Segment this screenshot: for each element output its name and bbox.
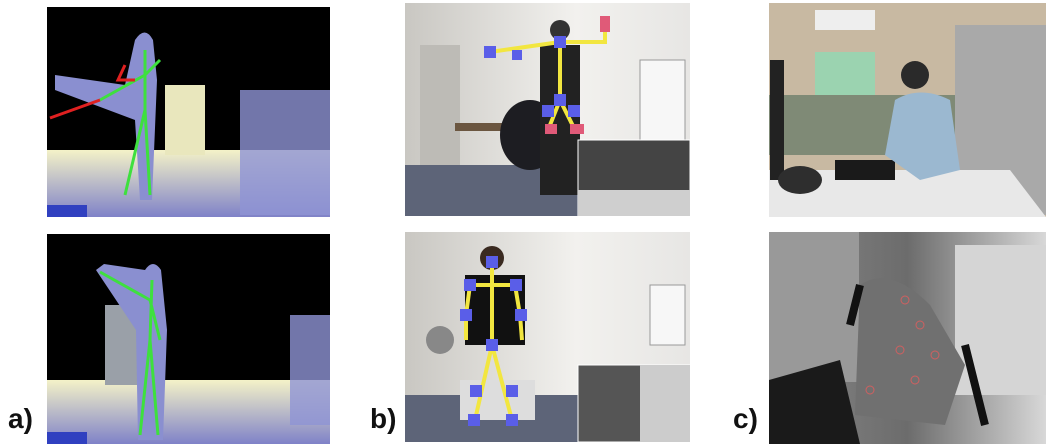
panel-c-top [769, 3, 1046, 217]
panel-label: c) [733, 403, 758, 434]
panel-a-top [47, 7, 330, 217]
panel-label: a) [8, 403, 33, 434]
panel-a-bottom [47, 234, 330, 444]
panel-b-top [405, 3, 691, 217]
panel-b-bottom [405, 232, 691, 443]
panel-c-bottom [769, 232, 1046, 444]
panel-label: b) [370, 403, 396, 434]
